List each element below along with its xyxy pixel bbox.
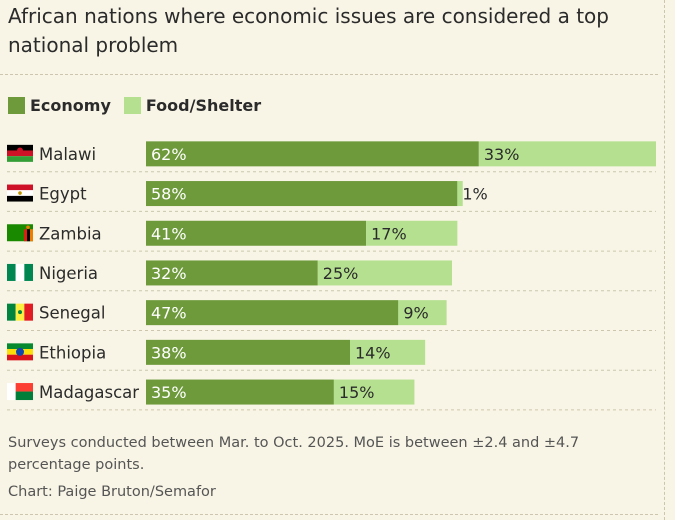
flag-part (7, 303, 16, 321)
footnote: Surveys conducted between Mar. to Oct. 2… (8, 435, 580, 473)
value-label-economy: 41% (151, 224, 187, 243)
country-label: Madagascar (39, 383, 139, 402)
country-label: Ethiopia (39, 343, 106, 362)
flag-part (24, 229, 27, 242)
value-label-economy: 62% (151, 145, 187, 164)
flag-part (7, 184, 33, 191)
flag-part (15, 263, 25, 281)
bar-food-shelter (457, 181, 463, 207)
value-label-economy: 35% (151, 383, 187, 402)
flag-part (24, 263, 33, 281)
bar-food-shelter (333, 379, 415, 405)
bar-economy (146, 339, 350, 365)
flag-part (27, 229, 30, 242)
bar-food-shelter (398, 300, 447, 326)
flag-part (16, 347, 24, 356)
flag-part (7, 383, 16, 401)
bar-economy (146, 141, 479, 167)
value-label-food-shelter: 17% (371, 224, 407, 243)
bar-economy (146, 300, 399, 326)
flag-part (15, 383, 33, 392)
flag-part (26, 225, 30, 230)
country-label: Zambia (39, 224, 102, 243)
legend-swatch-economy (8, 97, 25, 114)
flag-part (7, 263, 16, 281)
country-label: Egypt (39, 185, 87, 204)
value-label-economy: 47% (151, 304, 187, 323)
legend-label-food-shelter: Food/Shelter (145, 96, 262, 115)
bar-economy (146, 379, 334, 405)
bar-food-shelter (366, 220, 458, 246)
flag-part (18, 191, 22, 195)
bar-food-shelter (317, 260, 452, 286)
flag-part (17, 147, 23, 154)
bar-economy (146, 220, 367, 246)
value-label-food-shelter: 15% (339, 383, 375, 402)
country-label: Malawi (39, 145, 96, 164)
bar-economy (146, 260, 318, 286)
legend-item-economy: Economy (8, 96, 111, 115)
flag-part (7, 195, 33, 202)
country-label: Senegal (39, 304, 105, 323)
legend: Economy Food/Shelter (8, 96, 274, 115)
value-label-economy: 58% (151, 185, 187, 204)
flag-part (24, 303, 33, 321)
chart-credit: Chart: Paige Bruton/Semafor (8, 484, 216, 500)
flag-part (7, 354, 33, 361)
flag-part (15, 391, 33, 401)
divider (664, 0, 665, 520)
legend-label-economy: Economy (30, 96, 111, 115)
divider (0, 74, 658, 75)
flag-part (18, 310, 22, 315)
bar-food-shelter (350, 339, 426, 365)
legend-swatch-food-shelter (123, 97, 141, 114)
flag-part (30, 229, 33, 242)
value-label-food-shelter: 25% (323, 264, 359, 283)
chart-title: African nations where economic issues ar… (8, 4, 609, 57)
divider (0, 514, 658, 515)
value-label-food-shelter: 14% (355, 343, 391, 362)
flag-part (7, 156, 33, 162)
value-label-food-shelter: 33% (484, 145, 520, 164)
flag-part (7, 343, 33, 350)
bar-food-shelter (478, 141, 656, 167)
value-label-economy: 38% (151, 343, 187, 362)
country-label: Nigeria (39, 264, 98, 283)
bar-economy (146, 181, 458, 207)
value-label-food-shelter: 1% (462, 185, 487, 204)
value-label-food-shelter: 9% (403, 304, 428, 323)
legend-item-food-shelter: Food/Shelter (123, 96, 262, 115)
value-label-economy: 32% (151, 264, 187, 283)
